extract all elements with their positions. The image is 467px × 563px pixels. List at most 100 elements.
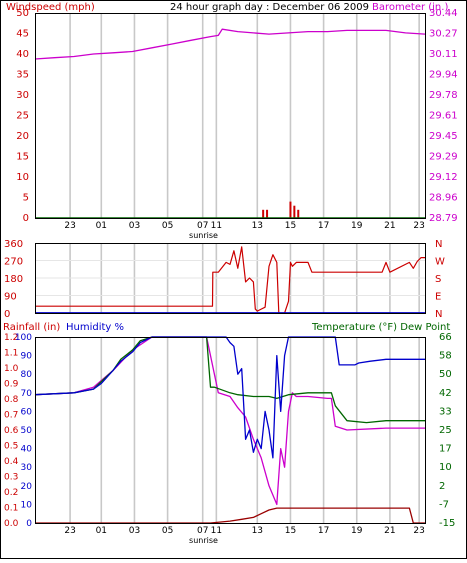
barometer-tick-3: 29.29 (429, 152, 458, 163)
temperature-tick-5: 25 (439, 425, 452, 436)
p3-x-tick-9: 19 (351, 526, 363, 536)
rainfall-tick-9: 0.9 (4, 380, 19, 390)
rainfall-tick-4: 0.4 (4, 457, 19, 467)
temperature-tick-1: -7 (439, 499, 449, 510)
direction-degree-4: 360 (4, 239, 23, 250)
humidity-tick-9: 90 (21, 352, 33, 362)
rainfall-tick-3: 0.3 (4, 473, 18, 483)
humidity-axis-label: Humidity % (66, 322, 124, 333)
temperature-tick-8: 50 (439, 369, 452, 380)
rainfall-tick-12: 1.2 (4, 333, 18, 343)
windspeed-axis-label: Windspeed (mph) (6, 2, 95, 13)
p3-x-tick-0: 23 (64, 526, 75, 536)
rainfall-tick-1: 0.1 (4, 504, 18, 514)
rainfall-tick-0: 0.0 (4, 519, 19, 529)
temperature-tick-labels: -15 -7 2 10 17 25 33 42 50 58 66 (439, 332, 455, 529)
p2-frame (35, 243, 426, 314)
rain-humidity-temperature-panel: Rainfall (in) Humidity % Temperature (°F… (3, 322, 455, 545)
p3-x-tick-2: 03 (129, 526, 140, 536)
p3-x-tick-8: 17 (318, 526, 329, 536)
temperature-tick-6: 33 (439, 406, 452, 417)
p1-x-tick-4: 07 (197, 221, 208, 231)
p1-x-tick-7: 15 (285, 221, 296, 231)
humidity-tick-2: 20 (21, 482, 33, 492)
p1-frame (35, 13, 426, 219)
temperature-tick-10: 66 (439, 332, 452, 343)
p3-frame (35, 337, 426, 524)
barometer-tick-1: 28.96 (429, 193, 458, 204)
humidity-tick-1: 10 (21, 500, 33, 510)
p1-x-tick-5: 11 (211, 221, 222, 231)
barometer-tick-10: 30.44 (429, 8, 458, 19)
p3-x-tick-11: 23 (413, 526, 424, 536)
temperature-tick-7: 42 (439, 388, 452, 399)
p1-x-tick-0: 23 (64, 221, 75, 231)
graph-title: 24 hour graph day : December 06 2009 (170, 2, 369, 13)
barometer-tick-2: 29.12 (429, 172, 458, 183)
temperature-tick-4: 17 (439, 444, 452, 455)
rainfall-tick-11: 1.1 (4, 349, 18, 359)
p1-grid (69, 13, 420, 218)
p3-x-tick-4: 07 (197, 526, 208, 536)
windspeed-tick-2: 10 (16, 172, 29, 183)
humidity-tick-6: 60 (21, 407, 33, 417)
windspeed-tick-5: 25 (16, 111, 29, 122)
rainfall-tick-2: 0.2 (4, 488, 18, 498)
windspeed-tick-labels: 0 5 10 15 20 25 30 35 40 45 50 (16, 8, 29, 224)
barometer-axis-label: Barometer (in.) (372, 2, 448, 13)
p1-x-tick-6: 13 (252, 221, 263, 231)
p3-grid (69, 337, 420, 523)
rainfall-tick-7: 0.7 (4, 411, 18, 421)
humidity-tick-0: 0 (26, 519, 32, 529)
temperature-axis-label: Temperature (°F) Dew Point (311, 322, 450, 333)
windspeed-bar-2 (289, 201, 292, 218)
p3-x-tick-6: 13 (252, 526, 263, 536)
p1-x-tick-8: 17 (318, 221, 329, 231)
windspeed-tick-1: 5 (23, 193, 29, 204)
barometer-tick-6: 29.78 (429, 90, 458, 101)
humidity-tick-3: 30 (21, 463, 33, 473)
barometer-tick-9: 30.27 (429, 29, 458, 40)
p2-grid (35, 243, 425, 313)
direction-compass-4: N (435, 239, 442, 250)
windspeed-tick-8: 40 (16, 49, 29, 60)
p1-sunrise-label: sunrise (189, 231, 218, 240)
p1-x-tick-2: 03 (129, 221, 140, 231)
barometer-tick-0: 28.79 (429, 213, 458, 224)
direction-compass-0: N (435, 309, 442, 320)
humidity-tick-10: 100 (15, 333, 32, 343)
p1-x-tick-10: 21 (384, 221, 395, 231)
direction-degree-labels: 0 90 180 270 360 (4, 239, 23, 320)
humidity-tick-5: 50 (21, 426, 33, 436)
direction-degree-3: 270 (4, 257, 23, 268)
direction-compass-2: S (435, 274, 441, 285)
p1-x-tick-9: 19 (351, 221, 363, 231)
p3-x-tick-7: 15 (285, 526, 296, 536)
humidity-tick-labels: 0 10 20 30 40 50 60 70 80 90 100 (15, 333, 32, 529)
p1-x-tick-1: 01 (96, 221, 107, 231)
barometer-line (34, 28, 426, 60)
p3-x-tick-10: 21 (384, 526, 395, 536)
direction-compass-1: E (435, 292, 441, 303)
temperature-tick-9: 58 (439, 351, 452, 362)
temperature-tick-0: -15 (439, 518, 455, 529)
barometer-tick-5: 29.61 (429, 111, 458, 122)
windspeed-tick-3: 15 (16, 152, 29, 163)
p3-sunrise-label: sunrise (189, 536, 218, 545)
direction-degree-0: 0 (4, 309, 10, 320)
p3-x-tick-5: 11 (211, 526, 222, 536)
windspeed-tick-7: 35 (16, 70, 29, 81)
humidity-tick-4: 40 (21, 445, 33, 455)
p1-x-tick-3: 05 (162, 221, 173, 231)
barometer-tick-4: 29.45 (429, 131, 458, 142)
rainfall-axis-label: Rainfall (in) (3, 322, 60, 333)
rainfall-tick-8: 0.8 (4, 395, 19, 405)
humidity-tick-8: 80 (21, 370, 33, 380)
windspeed-tick-6: 30 (16, 90, 29, 101)
windspeed-bar-4 (297, 209, 300, 218)
p3-x-tick-1: 01 (96, 526, 107, 536)
